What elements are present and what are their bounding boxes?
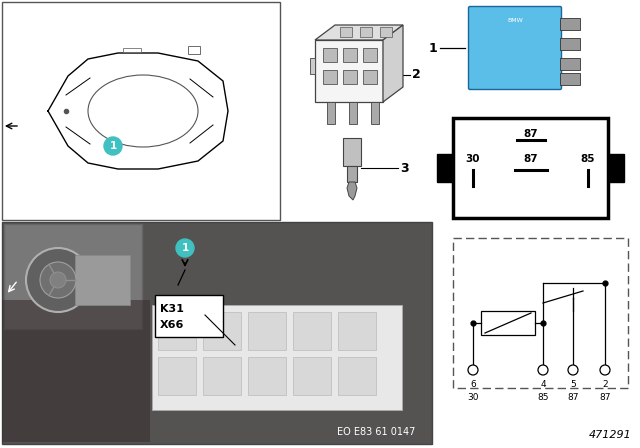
Bar <box>203 312 241 350</box>
Text: 85: 85 <box>580 154 595 164</box>
Bar <box>560 38 580 50</box>
Circle shape <box>538 365 548 375</box>
Text: 2: 2 <box>602 380 608 389</box>
Text: BMW: BMW <box>507 17 523 22</box>
Bar <box>347 166 357 182</box>
Bar <box>310 58 315 74</box>
Bar <box>338 357 376 395</box>
FancyBboxPatch shape <box>468 7 561 90</box>
Bar <box>327 102 335 124</box>
Bar <box>123 48 141 52</box>
Ellipse shape <box>88 75 198 147</box>
Text: 1: 1 <box>428 42 437 55</box>
Bar <box>453 118 608 218</box>
Circle shape <box>50 272 66 288</box>
Bar <box>248 357 286 395</box>
Text: 4: 4 <box>540 380 546 389</box>
Text: 30: 30 <box>467 393 479 402</box>
Bar <box>343 138 361 166</box>
Text: 1: 1 <box>181 243 189 253</box>
Bar <box>323 48 337 62</box>
Bar <box>608 154 624 182</box>
Bar <box>4 224 142 329</box>
Text: 1: 1 <box>109 141 116 151</box>
Bar <box>560 73 580 85</box>
Text: 6: 6 <box>470 380 476 389</box>
Bar <box>188 46 200 54</box>
Text: 30: 30 <box>466 154 480 164</box>
Text: 87: 87 <box>523 129 538 139</box>
Bar <box>2 222 432 444</box>
Text: EO E83 61 0147: EO E83 61 0147 <box>337 427 415 437</box>
Circle shape <box>468 365 478 375</box>
Bar <box>453 238 628 388</box>
Bar <box>481 311 535 335</box>
Polygon shape <box>315 25 403 40</box>
Bar <box>2 2 280 220</box>
Bar <box>2 222 432 444</box>
Text: 87: 87 <box>567 393 579 402</box>
Bar <box>248 312 286 350</box>
Bar <box>560 18 580 30</box>
Text: 2: 2 <box>412 69 420 82</box>
Bar <box>437 154 453 182</box>
Text: 5: 5 <box>570 380 576 389</box>
Text: 87: 87 <box>599 393 611 402</box>
Text: 87: 87 <box>523 154 538 164</box>
Bar <box>380 27 392 37</box>
Polygon shape <box>383 25 403 102</box>
Circle shape <box>568 365 578 375</box>
Circle shape <box>176 239 194 257</box>
Polygon shape <box>347 182 357 200</box>
Text: K31: K31 <box>160 304 184 314</box>
Text: 85: 85 <box>537 393 548 402</box>
Bar <box>343 70 357 84</box>
Bar <box>203 357 241 395</box>
Text: 3: 3 <box>400 161 408 175</box>
Bar <box>293 312 331 350</box>
Bar <box>75 255 130 305</box>
Circle shape <box>26 248 90 312</box>
Bar <box>323 70 337 84</box>
Circle shape <box>600 365 610 375</box>
Bar <box>315 40 383 102</box>
Bar <box>158 357 196 395</box>
Bar <box>155 295 223 337</box>
Bar <box>340 27 352 37</box>
Bar <box>293 357 331 395</box>
Text: 471291: 471291 <box>589 430 632 440</box>
Bar <box>560 58 580 70</box>
Bar <box>152 305 402 410</box>
Circle shape <box>40 262 76 298</box>
Circle shape <box>104 137 122 155</box>
Bar <box>360 27 372 37</box>
Bar <box>343 48 357 62</box>
Bar <box>349 102 357 124</box>
Bar <box>363 70 377 84</box>
Bar <box>363 48 377 62</box>
Bar <box>338 312 376 350</box>
Text: X66: X66 <box>160 320 184 330</box>
Bar <box>2 300 150 442</box>
Bar <box>158 312 196 350</box>
Bar <box>371 102 379 124</box>
